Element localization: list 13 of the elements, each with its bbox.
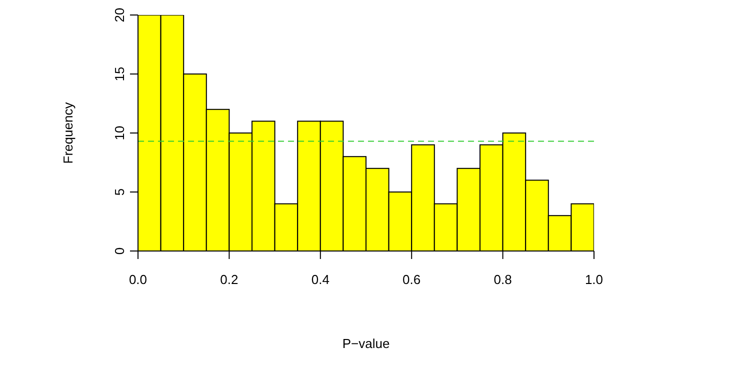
x-axis-title: P−value [342,336,390,351]
y-tick-label: 20 [112,8,127,22]
y-tick-label: 5 [112,188,127,196]
y-tick-label: 15 [112,66,127,82]
x-tick-label: 0.6 [402,272,421,288]
x-tick-label: 0.4 [311,272,330,288]
y-tick-label: 0 [112,247,127,255]
x-tick-label: 0.2 [220,272,238,288]
x-tick-label: 0.8 [494,272,512,288]
y-axis-title: Frequency [60,102,76,164]
x-tick-label: 1.0 [584,272,604,288]
x-tick-label: 0.0 [128,272,148,288]
y-tick-label: 10 [112,126,127,140]
